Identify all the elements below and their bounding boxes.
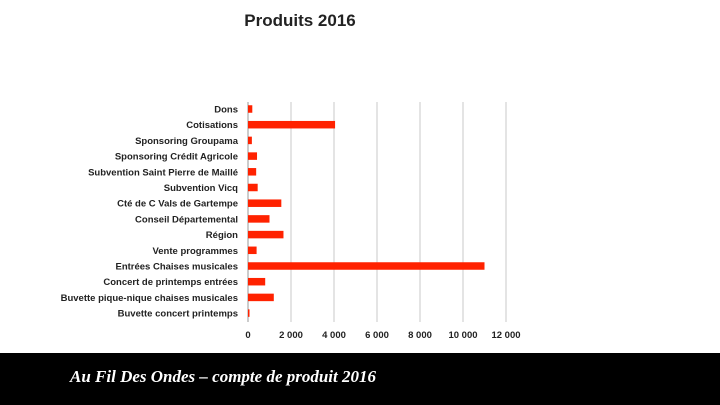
bar [248, 230, 284, 239]
bar [248, 136, 252, 145]
x-tick-label: 10 000 [448, 330, 477, 341]
category-label: Entrées Chaises musicales [115, 262, 238, 273]
bar [248, 293, 274, 302]
category-label: Sponsoring Groupama [135, 136, 239, 147]
bar [248, 152, 258, 160]
bar [248, 246, 257, 255]
bar [248, 215, 270, 223]
bar [248, 120, 336, 129]
category-label: Région [206, 230, 238, 241]
category-label: Cotisations [186, 120, 238, 131]
category-label: Buvette pique-nique chaises musicales [61, 293, 238, 304]
x-tick-label: 4 000 [322, 330, 346, 341]
bar [248, 183, 258, 192]
footer-caption: Au Fil Des Ondes – compte de produit 201… [70, 367, 377, 386]
category-label: Concert de printemps entrées [103, 277, 238, 288]
bar [248, 262, 485, 270]
category-label: Dons [214, 105, 238, 116]
category-label: Subvention Vicq [164, 183, 238, 194]
x-tick-label: 12 000 [491, 330, 520, 341]
category-label: Cté de C Vals de Gartempe [117, 199, 238, 210]
chart-title: Produits 2016 [244, 11, 356, 30]
bar [248, 309, 250, 317]
footer-band: Au Fil Des Ondes – compte de produit 201… [0, 353, 720, 405]
category-label: Conseil Départemental [135, 214, 238, 225]
category-label: Buvette concert printemps [118, 309, 238, 320]
x-tick-label: 0 [245, 330, 250, 341]
x-tick-label: 2 000 [279, 330, 303, 341]
bar [248, 199, 282, 207]
bar-chart: 0 2 000 4 000 6 000 8 000 10 000 12 000 Dons Cot… [61, 102, 521, 341]
x-tick-label: 6 000 [365, 330, 389, 341]
category-label: Sponsoring Crédit Agricole [115, 152, 238, 163]
category-label: Subvention Saint Pierre de Maillé [88, 167, 238, 178]
bar [248, 168, 257, 176]
x-tick-label: 8 000 [408, 330, 432, 341]
bar [248, 105, 253, 113]
category-label: Vente programmes [152, 246, 238, 257]
bar [248, 277, 266, 286]
